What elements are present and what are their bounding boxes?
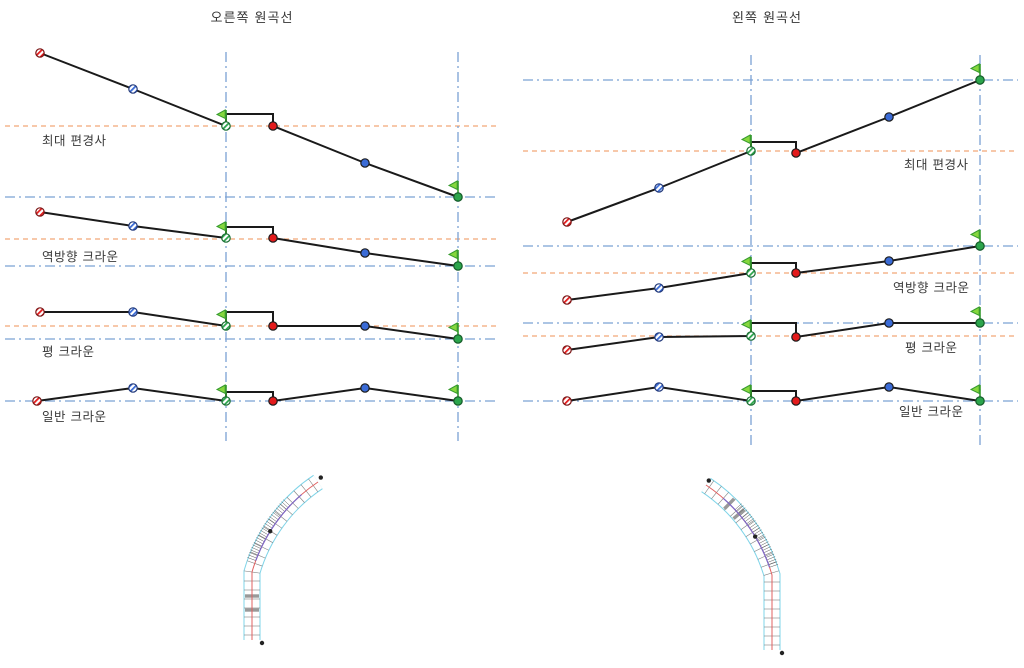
row-label-normal-crown-left-panel: 일반 크라운 (899, 404, 964, 419)
green-flag-icon (215, 309, 227, 323)
marker-red (268, 396, 278, 406)
row-label-max-superelevation-right-panel: 최대 편경사 (42, 133, 107, 148)
marker-green-hatched (221, 321, 231, 331)
marker-green (453, 261, 463, 271)
road-curve-point-marker (752, 534, 758, 539)
superelevation-profile-line (566, 385, 981, 403)
marker-red-hatched (562, 295, 572, 305)
panel-left-curve (523, 55, 1018, 445)
green-flag-icon (969, 229, 981, 243)
marker-blue (360, 383, 370, 393)
marker-green (975, 75, 985, 85)
marker-red (791, 332, 801, 342)
marker-green-hatched (746, 331, 756, 341)
row-label-reverse-crown-right-panel: 역방향 크라운 (42, 249, 119, 264)
marker-green-hatched (746, 396, 756, 406)
road-curve-point-marker (268, 529, 273, 534)
panel-right-curve (5, 48, 498, 441)
marker-red (791, 148, 801, 158)
marker-blue-hatched (128, 307, 138, 317)
green-flag-icon (215, 221, 227, 235)
marker-red (268, 233, 278, 243)
superelevation-profile-line (36, 386, 459, 403)
marker-green-hatched (221, 121, 231, 131)
marker-blue (360, 248, 370, 258)
marker-blue-hatched (654, 332, 664, 342)
marker-green-hatched (221, 396, 231, 406)
row-label-normal-crown-right-panel: 일반 크라운 (42, 409, 107, 424)
marker-green-hatched (746, 146, 756, 156)
marker-blue-hatched (654, 382, 664, 392)
green-flag-icon (740, 256, 752, 270)
marker-blue (884, 318, 894, 328)
green-flag-icon (215, 384, 227, 398)
marker-green-hatched (746, 268, 756, 278)
superelevation-profile-line (39, 52, 459, 198)
road-plan-right-curve (243, 474, 324, 646)
green-flag-icon (215, 109, 227, 123)
green-flag-icon (447, 384, 459, 398)
road-end-marker (779, 650, 785, 656)
green-flag-icon (740, 384, 752, 398)
row-label-flat-crown-left-panel: 평 크라운 (905, 340, 958, 355)
green-flag-icon (969, 384, 981, 398)
marker-green-hatched (221, 233, 231, 243)
marker-red (791, 268, 801, 278)
marker-red (268, 121, 278, 131)
marker-blue (360, 158, 370, 168)
marker-blue-hatched (654, 283, 664, 293)
marker-red-hatched (35, 48, 45, 58)
row-label-flat-crown-right-panel: 평 크라운 (42, 344, 95, 359)
marker-blue-hatched (654, 183, 664, 193)
panel-title-right-curve: 오른쪽 원곡선 (210, 11, 294, 26)
row-label-max-superelevation-left-panel: 최대 편경사 (904, 157, 969, 172)
green-flag-icon (969, 306, 981, 320)
marker-blue (884, 256, 894, 266)
green-flag-icon (447, 180, 459, 194)
superelevation-profile-line (40, 311, 459, 340)
road-plan-left-curve (701, 477, 785, 656)
marker-green (453, 396, 463, 406)
marker-green (975, 396, 985, 406)
marker-blue-hatched (128, 383, 138, 393)
superelevation-profile-line (566, 322, 980, 351)
superelevation-profile-line (566, 245, 981, 301)
marker-blue (360, 321, 370, 331)
green-flag-icon (740, 134, 752, 148)
marker-red (268, 321, 278, 331)
marker-green (975, 318, 985, 328)
marker-blue-hatched (128, 221, 138, 231)
marker-red (791, 396, 801, 406)
road-end-marker (706, 478, 712, 483)
marker-red-hatched (35, 307, 45, 317)
green-flag-icon (969, 63, 981, 77)
panel-title-left-curve: 왼쪽 원곡선 (732, 11, 802, 26)
marker-red-hatched (562, 396, 572, 406)
marker-green (975, 241, 985, 251)
green-flag-icon (447, 322, 459, 336)
marker-green (453, 192, 463, 202)
superelevation-profile-line (39, 211, 459, 267)
green-flag-icon (447, 249, 459, 263)
row-label-reverse-crown-left-panel: 역방향 크라운 (893, 280, 970, 295)
marker-green (453, 334, 463, 344)
green-flag-icon (740, 319, 752, 333)
marker-red-hatched (32, 396, 42, 406)
marker-blue (884, 112, 894, 122)
marker-blue-hatched (128, 84, 138, 94)
superelevation-profile-line (566, 79, 981, 223)
marker-red-hatched (35, 207, 45, 217)
road-end-marker (318, 475, 324, 480)
diagram-drawing-layer (5, 48, 1018, 656)
marker-blue (884, 382, 894, 392)
marker-red-hatched (562, 345, 572, 355)
marker-red-hatched (562, 217, 572, 227)
road-curve-centerline (255, 494, 302, 561)
road-curve-centerline (722, 497, 771, 568)
road-end-marker (259, 640, 265, 646)
